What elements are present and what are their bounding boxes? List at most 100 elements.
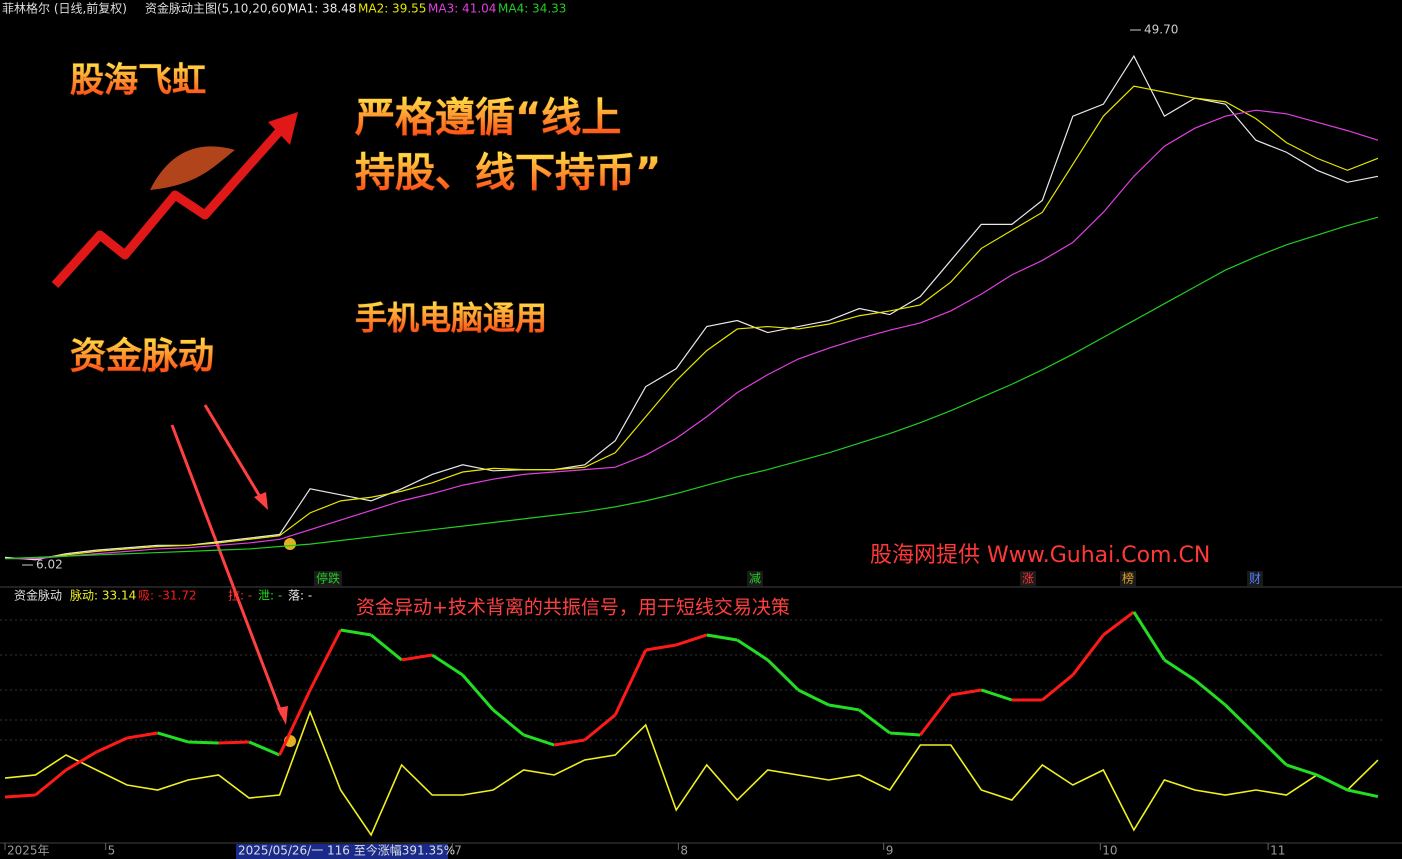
pointer-arrows <box>170 404 284 716</box>
signal-coin <box>284 538 296 550</box>
indicator-segment <box>858 708 891 735</box>
legend-entry: 落: - <box>288 589 312 603</box>
low-label: 6.02 <box>36 558 63 572</box>
legend-entry: MA2: 39.55 <box>358 2 426 16</box>
x-tick-label: 2025年 <box>7 844 50 858</box>
indicator-segment <box>1193 678 1227 707</box>
indicator-segment <box>218 740 250 745</box>
indicator-segment <box>308 629 342 691</box>
indicator-segment <box>431 653 464 677</box>
event-tag-bg <box>747 571 763 586</box>
slogan: 严格遵循“线上 <box>355 95 621 141</box>
series-line <box>4 54 1379 561</box>
indicator-segment <box>613 649 648 716</box>
x-tick-label: 11 <box>1270 844 1285 858</box>
indicator-segment <box>950 688 982 697</box>
indicator-segment <box>492 708 525 737</box>
indicator-segment <box>126 731 158 740</box>
indicator-segment <box>65 750 98 772</box>
event-tag-bg <box>1247 571 1263 586</box>
indicator-segment <box>4 793 36 799</box>
indicator-segment <box>675 633 708 647</box>
indicator-segment <box>461 673 495 711</box>
indicator-segment <box>370 633 403 662</box>
indicator-segment <box>401 653 433 662</box>
arrow-head <box>268 112 298 145</box>
x-tick-label: 9 <box>886 844 894 858</box>
indicator-segment <box>889 731 921 737</box>
indicator-segment <box>553 738 585 747</box>
x-tick-label: 8 <box>680 844 688 858</box>
series-line <box>4 709 1379 837</box>
phoenix <box>150 146 235 190</box>
indicator-segment <box>248 740 281 757</box>
legend-entry: 泄: - <box>258 589 282 603</box>
indicator-segment <box>1163 658 1196 682</box>
series-line <box>5 85 1379 560</box>
indicator-segment <box>980 688 1013 702</box>
legend-entry: 脉动: 33.14 <box>70 588 136 603</box>
status-bg <box>236 844 448 859</box>
indicator-segment <box>583 713 617 742</box>
event-tag-bg <box>1020 571 1036 586</box>
legend-entry: MA3: 41.04 <box>428 2 496 16</box>
stock-name: 菲林格尔 (日线,前复权) <box>2 1 127 16</box>
indicator-guides <box>0 619 1385 741</box>
indicator-segment <box>797 688 830 707</box>
indicator-segment <box>278 689 312 756</box>
indicator-segment <box>645 643 677 652</box>
indicator-segment <box>1254 733 1288 767</box>
high-label: 49.70 <box>1144 23 1178 37</box>
arrow-graphic <box>51 122 289 289</box>
legend-entry: MA4: 34.33 <box>498 2 566 16</box>
indicator-segment <box>523 733 555 747</box>
indicator-segment <box>34 768 67 797</box>
status-bar: 2025/05/26/一 116 至今涨幅391.35% <box>238 843 455 858</box>
indicator-segment <box>736 638 769 662</box>
event-tag: 停跌 <box>316 571 340 586</box>
series-line <box>4 216 1379 560</box>
arrow-head <box>277 706 288 725</box>
indicator-title: 资金脉动 <box>70 335 214 377</box>
indicator-segment <box>766 658 800 692</box>
indicator-segment <box>1316 773 1349 792</box>
x-tick-label: 7 <box>454 844 462 858</box>
event-tag: 减 <box>749 572 761 586</box>
indicator-segment <box>828 703 860 712</box>
x-tick-label: 10 <box>1102 844 1117 858</box>
event-tag: 涨 <box>1022 571 1034 586</box>
indicator-segment <box>919 694 953 736</box>
indicator-segment <box>340 628 372 637</box>
watermark: 股海网提供 Www.Guhai.Com.CN <box>870 543 1210 568</box>
x-tick-label: 5 <box>108 844 116 858</box>
brand: 股海飞虹 <box>70 61 206 101</box>
indicator-segment <box>1071 634 1105 676</box>
indicator-segment <box>1347 788 1379 799</box>
indicator-segment <box>1102 610 1135 637</box>
subtitle: 资金异动+技术背离的共振信号，用于短线交易决策 <box>356 597 790 619</box>
event-tag-bg <box>1120 571 1136 586</box>
indicator-name: 资金脉动 <box>14 588 62 603</box>
legend-entry: MA1: 38.48 <box>288 2 356 16</box>
indicator-segment <box>706 633 738 642</box>
indicator-segment <box>157 731 189 744</box>
note: 手机电脑通用 <box>355 299 547 337</box>
legend-entry: 吸: -31.72 <box>138 589 197 603</box>
event-tag-bg <box>314 571 342 586</box>
indicator-segment <box>1285 763 1318 777</box>
indicator-segment <box>95 736 128 754</box>
arrow-head <box>254 492 268 510</box>
series-line <box>5 109 1379 560</box>
indicator-name: 资金脉动主图(5,10,20,60) <box>145 1 291 16</box>
indicator-segment <box>1224 703 1257 737</box>
indicator-segment <box>1041 673 1074 702</box>
indicator-segment <box>188 740 219 745</box>
indicator-segment <box>1132 611 1166 661</box>
event-tag: 榜 <box>1122 571 1134 586</box>
event-tag: 财 <box>1249 572 1261 586</box>
legend-entry: 拉: - <box>228 588 252 603</box>
slogan: 持股、线下持币” <box>355 150 661 196</box>
